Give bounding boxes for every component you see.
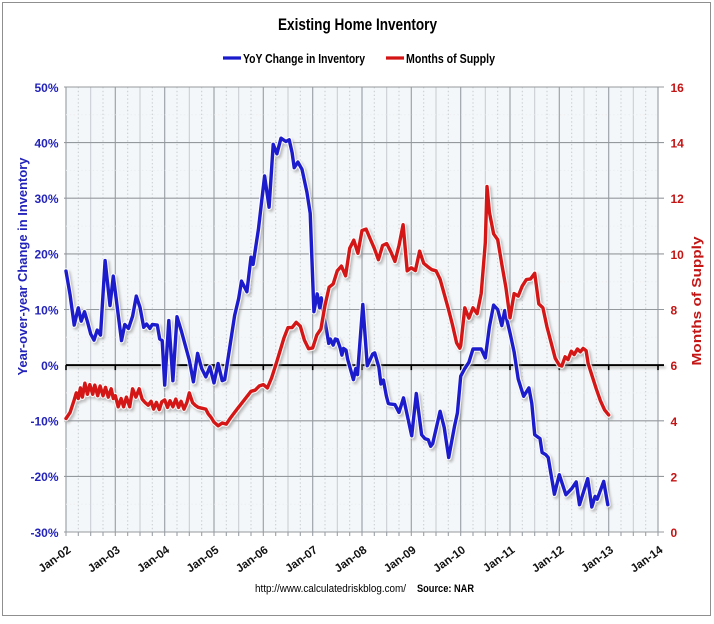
svg-text:Months of Supply: Months of Supply bbox=[406, 51, 496, 66]
svg-text:14: 14 bbox=[671, 137, 685, 151]
svg-text:-20%: -20% bbox=[30, 470, 58, 484]
svg-text:8: 8 bbox=[671, 304, 678, 318]
svg-text:Existing Home Inventory: Existing Home Inventory bbox=[278, 15, 437, 34]
svg-text:16: 16 bbox=[671, 81, 685, 95]
svg-text:Months of Supply: Months of Supply bbox=[689, 236, 704, 366]
svg-text:http://www.calculatedriskblog.: http://www.calculatedriskblog.com/ bbox=[255, 583, 407, 595]
svg-text:4: 4 bbox=[671, 415, 678, 429]
svg-text:12: 12 bbox=[671, 192, 685, 206]
svg-text:2: 2 bbox=[671, 470, 678, 484]
svg-text:YoY Change in Inventory: YoY Change in Inventory bbox=[243, 51, 366, 66]
svg-text:10: 10 bbox=[671, 248, 685, 262]
svg-text:-10%: -10% bbox=[30, 415, 58, 429]
svg-text:20%: 20% bbox=[34, 248, 58, 262]
svg-text:Year-over-year Change in Inven: Year-over-year Change in Inventory bbox=[15, 157, 30, 376]
svg-text:30%: 30% bbox=[34, 192, 58, 206]
svg-text:10%: 10% bbox=[34, 303, 58, 317]
svg-text:-30%: -30% bbox=[30, 526, 58, 540]
svg-text:Source: NAR: Source: NAR bbox=[417, 583, 474, 595]
svg-text:0%: 0% bbox=[41, 359, 59, 373]
svg-text:6: 6 bbox=[671, 359, 678, 373]
svg-text:40%: 40% bbox=[34, 136, 58, 150]
svg-text:0: 0 bbox=[671, 526, 678, 540]
svg-text:50%: 50% bbox=[34, 81, 58, 95]
